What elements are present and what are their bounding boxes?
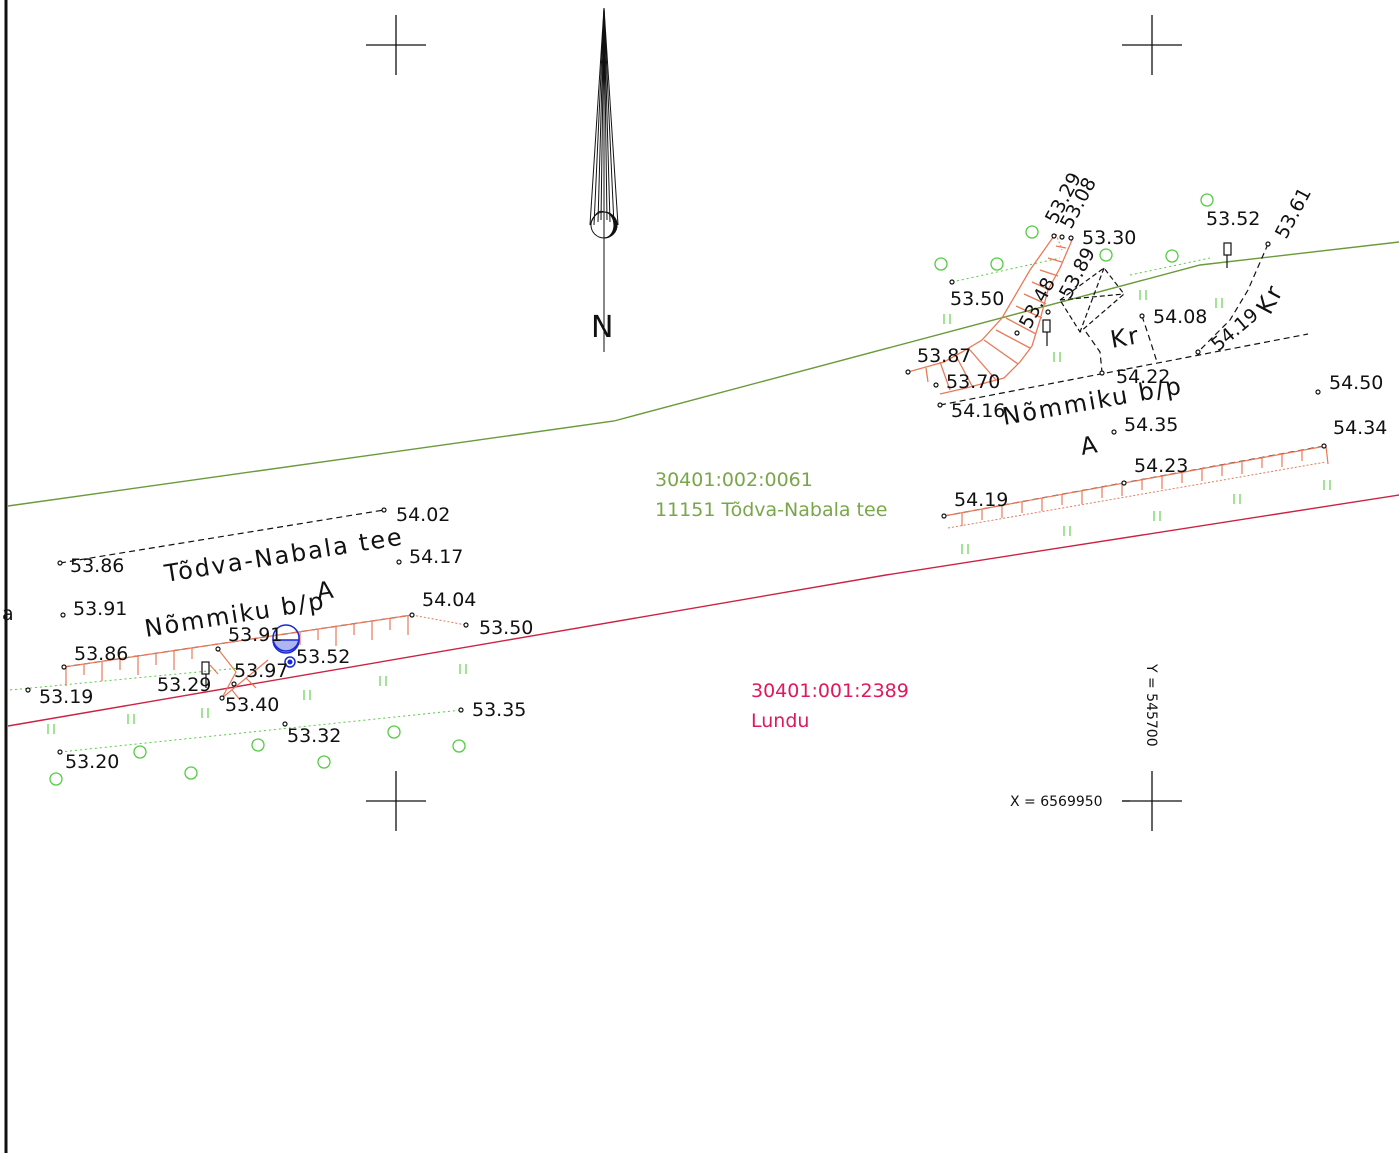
south-parcel-name: Lundu: [751, 710, 809, 732]
elevation-label: 54.34: [1333, 417, 1387, 439]
x-coordinate-label: X = 6569950: [1010, 794, 1103, 810]
a-label-west: A: [315, 575, 338, 606]
edge-letter-label: a: [2, 603, 14, 625]
elevation-label: 54.50: [1329, 372, 1383, 394]
elevation-label: 53.29: [157, 674, 211, 696]
ditch-lines: [411, 233, 1327, 626]
elevation-label: 53.50: [479, 617, 533, 639]
elevation-label: 53.50: [950, 288, 1004, 310]
elevation-label: 54.23: [1134, 455, 1188, 477]
grid-crosses: [366, 15, 1182, 831]
road-name-label: Tõdva-Nabala tee: [162, 522, 406, 588]
elevation-label: 53.20: [65, 751, 119, 773]
elevation-label: 53.91: [228, 624, 282, 646]
elevation-label: 53.52: [1206, 208, 1260, 230]
elevation-label: 54.04: [422, 589, 476, 611]
elevation-label: 53.70: [946, 371, 1000, 393]
elevation-label: 54.19: [954, 489, 1008, 511]
a-label-east: A: [1078, 430, 1101, 461]
y-coordinate-label: Y = 545700: [1143, 663, 1159, 747]
hedge-lines: [9, 257, 1211, 753]
north-arrow: [589, 7, 619, 352]
elevation-label: 53.48: [1015, 274, 1060, 332]
grass-symbols: [47, 290, 1331, 734]
road-parcel-boundary-south: [7, 494, 1399, 727]
slope-hatching-east: [943, 445, 1329, 526]
elevation-label: 53.32: [287, 725, 341, 747]
elevation-label: 53.86: [70, 555, 124, 577]
elevation-label: 53.87: [917, 345, 971, 367]
elevation-label: 54.02: [396, 504, 450, 526]
kr-label-1: Kr: [1108, 321, 1142, 354]
elevation-label: 54.22: [1116, 366, 1170, 388]
elevation-label: 53.91: [73, 598, 127, 620]
elevation-label: 53.52: [296, 646, 350, 668]
elevation-label: 54.35: [1124, 414, 1178, 436]
road-parcel-name: 11151 Tõdva-Nabala tee: [655, 499, 887, 521]
survey-points: [25, 233, 1327, 755]
slope-hatching-west: [63, 614, 413, 701]
elevation-label: 54.17: [409, 546, 463, 568]
road-parcel-id: 30401:002:0061: [655, 469, 813, 491]
north-label: N: [591, 310, 613, 345]
elevation-label: 54.08: [1153, 306, 1207, 328]
elevation-label: 53.86: [74, 643, 128, 665]
kr-label-2: Kr: [1251, 280, 1290, 319]
road-parcel-boundary-north: [7, 241, 1399, 507]
slope-hatching-culvert: [907, 235, 1073, 395]
elevation-label: 53.40: [225, 694, 279, 716]
elevation-label: 53.61: [1271, 184, 1316, 242]
elevation-label: 53.19: [39, 686, 93, 708]
bush-symbols: [49, 193, 1214, 786]
south-parcel-id: 30401:001:2389: [751, 680, 909, 702]
bus-shelter-symbol: [1059, 267, 1125, 333]
elevation-label: 53.35: [472, 699, 526, 721]
well-symbol: [272, 624, 300, 668]
elevation-label: 54.16: [951, 400, 1005, 422]
elevation-labels: 54.02 53.86 54.17 53.91 54.04 53.50 53.9…: [39, 169, 1387, 773]
elevation-label: 53.30: [1082, 227, 1136, 249]
sign-posts: [201, 242, 1232, 688]
elevation-label: 53.97: [234, 660, 288, 682]
